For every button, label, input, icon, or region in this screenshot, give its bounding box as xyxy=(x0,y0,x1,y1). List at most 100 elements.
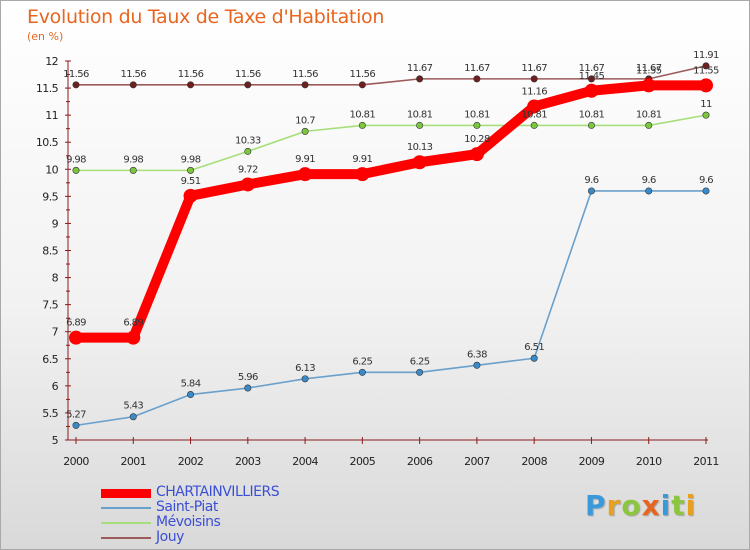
data-label-saint-piat: 6.38 xyxy=(467,349,487,360)
legend-label-jouy: Jouy xyxy=(156,529,184,545)
logo-letter: o xyxy=(621,489,642,522)
data-label-m-voisins: 10.81 xyxy=(521,109,547,120)
data-point-jouy xyxy=(702,62,710,70)
data-point-jouy xyxy=(72,81,80,89)
legend-swatch-jouy xyxy=(101,537,151,539)
data-point-saint-piat xyxy=(702,187,710,195)
data-label-saint-piat: 9.6 xyxy=(584,175,598,186)
data-point-chartainvilliers xyxy=(641,78,656,93)
data-label-jouy: 11.91 xyxy=(693,50,719,61)
data-label-m-voisins: 10.81 xyxy=(636,109,662,120)
data-label-chartainvilliers: 11.55 xyxy=(636,65,662,76)
x-tick-label: 2001 xyxy=(120,455,146,468)
legend-item-mevoisins[interactable]: Mévoisins xyxy=(101,514,361,531)
data-point-jouy xyxy=(187,81,195,89)
data-label-m-voisins: 10.33 xyxy=(235,135,261,146)
data-point-saint-piat xyxy=(358,368,366,376)
y-tick-label: 10.5 xyxy=(36,136,59,149)
data-point-m-voisins xyxy=(416,121,424,129)
data-point-saint-piat xyxy=(129,413,137,421)
chart-title: Evolution du Taux de Taxe d'Habitation xyxy=(27,6,385,28)
data-label-jouy: 11.56 xyxy=(292,69,318,80)
data-label-chartainvilliers: 11.55 xyxy=(693,65,719,76)
data-point-chartainvilliers xyxy=(355,167,370,182)
y-tick-label: 7.5 xyxy=(42,299,58,312)
x-tick-label: 2009 xyxy=(579,455,605,468)
data-point-saint-piat xyxy=(416,368,424,376)
data-label-jouy: 11.56 xyxy=(63,69,89,80)
data-label-m-voisins: 9.98 xyxy=(66,154,86,165)
y-tick-label: 6 xyxy=(52,380,59,393)
y-axis-unit-label: (en %) xyxy=(27,30,64,43)
x-tick-label: 2005 xyxy=(350,455,376,468)
x-tick-label: 2011 xyxy=(693,455,719,468)
y-tick-label: 9.5 xyxy=(42,190,58,203)
logo-letter: r xyxy=(606,489,622,522)
data-label-chartainvilliers: 6.89 xyxy=(123,318,143,329)
series-line-jouy xyxy=(75,65,707,86)
data-point-chartainvilliers xyxy=(469,147,484,162)
data-label-saint-piat: 6.25 xyxy=(410,356,430,367)
y-tick-label: 5 xyxy=(52,434,59,447)
legend-swatch-saint-piat xyxy=(101,507,151,509)
data-point-chartainvilliers xyxy=(183,188,198,203)
data-point-m-voisins xyxy=(72,166,80,174)
data-label-saint-piat: 6.51 xyxy=(524,342,544,353)
data-point-jouy xyxy=(416,75,424,83)
data-label-jouy: 11.56 xyxy=(178,69,204,80)
data-label-jouy: 11.56 xyxy=(350,69,376,80)
data-point-m-voisins xyxy=(244,147,252,155)
y-tick-label: 11 xyxy=(45,109,58,122)
data-point-jouy xyxy=(358,81,366,89)
data-point-m-voisins xyxy=(301,127,309,135)
data-label-chartainvilliers: 10.28 xyxy=(464,134,490,145)
data-point-chartainvilliers xyxy=(699,78,713,93)
y-tick-label: 8.5 xyxy=(42,245,58,258)
logo-letter: i xyxy=(660,489,672,522)
data-point-jouy xyxy=(587,75,595,83)
series-line-chartainvilliers xyxy=(71,80,711,343)
data-point-m-voisins xyxy=(702,111,710,119)
y-tick-label: 12 xyxy=(45,55,58,68)
data-point-chartainvilliers xyxy=(298,167,313,182)
data-label-m-voisins: 10.81 xyxy=(464,109,490,120)
data-label-jouy: 11.67 xyxy=(636,63,662,74)
logo-letter: x xyxy=(641,489,661,522)
data-label-m-voisins: 11 xyxy=(700,99,712,110)
data-label-saint-piat: 5.27 xyxy=(66,409,86,420)
data-point-jouy xyxy=(530,75,538,83)
proxiti-logo: Proxiti xyxy=(585,489,696,522)
y-tick-label: 8 xyxy=(52,272,59,285)
y-tick-label: 6.5 xyxy=(42,353,58,366)
data-point-m-voisins xyxy=(645,121,653,129)
data-label-jouy: 11.56 xyxy=(120,69,146,80)
x-tick-label: 2007 xyxy=(464,455,490,468)
data-label-jouy: 11.67 xyxy=(521,63,547,74)
x-tick-label: 2002 xyxy=(178,455,204,468)
data-label-jouy: 11.67 xyxy=(579,63,605,74)
data-label-jouy: 11.67 xyxy=(464,63,490,74)
y-tick-label: 10 xyxy=(45,163,58,176)
logo-letter: i xyxy=(685,489,697,522)
data-point-jouy xyxy=(473,75,481,83)
series-line-saint-piat xyxy=(75,190,707,427)
data-label-saint-piat: 9.6 xyxy=(699,175,713,186)
data-label-chartainvilliers: 6.89 xyxy=(66,318,86,329)
x-tick-label: 2000 xyxy=(63,455,89,468)
data-point-saint-piat xyxy=(530,354,538,362)
logo-letter: t xyxy=(671,489,686,522)
legend-swatch-chartainvilliers xyxy=(101,489,151,498)
data-label-m-voisins: 10.7 xyxy=(295,115,315,126)
data-point-saint-piat xyxy=(587,187,595,195)
data-point-chartainvilliers xyxy=(412,155,427,170)
legend-item-chartainvilliers[interactable]: CHARTAINVILLIERS xyxy=(101,484,361,501)
data-point-saint-piat xyxy=(187,391,195,399)
data-label-m-voisins: 9.98 xyxy=(123,154,143,165)
series-line-m-voisins xyxy=(75,114,707,172)
data-label-m-voisins: 9.98 xyxy=(181,154,201,165)
data-label-saint-piat: 6.13 xyxy=(295,363,315,374)
legend-item-jouy[interactable]: Jouy xyxy=(101,529,361,546)
data-point-chartainvilliers xyxy=(69,330,83,345)
x-tick-label: 2008 xyxy=(521,455,547,468)
legend-item-saint-piat[interactable]: Saint-Piat xyxy=(101,499,361,516)
